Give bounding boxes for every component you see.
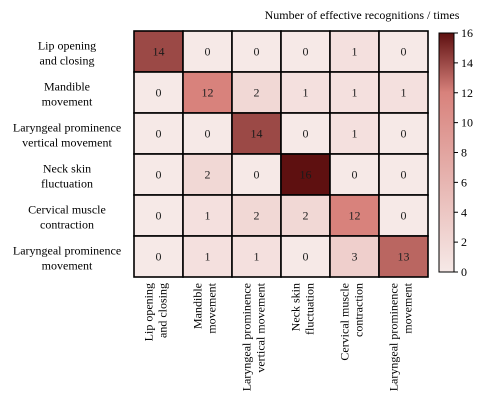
cell-value-label: 1 bbox=[254, 250, 260, 264]
cell-value-label: 0 bbox=[156, 209, 162, 223]
cell-value-label: 2 bbox=[254, 209, 260, 223]
cell-value-label: 1 bbox=[401, 86, 407, 100]
colorbar-tick-label: 2 bbox=[461, 235, 467, 249]
row-label: Neck skin fluctuation bbox=[41, 162, 93, 191]
heatmap-cell bbox=[329, 235, 380, 278]
colorbar-tick-label: 10 bbox=[461, 116, 473, 130]
column-label: Mandiblemovement bbox=[191, 282, 219, 333]
heatmap-cell bbox=[182, 71, 233, 114]
heatmap-cell bbox=[133, 235, 184, 278]
cell-value-label: 0 bbox=[352, 168, 358, 182]
cell-value-label: 14 bbox=[153, 45, 165, 59]
cell-value-label: 14 bbox=[251, 127, 263, 141]
cell-value-label: 1 bbox=[205, 209, 211, 223]
heatmap-cell bbox=[231, 153, 282, 196]
cell-value-label: 16 bbox=[300, 168, 312, 182]
cell-value-label: 1 bbox=[352, 86, 358, 100]
cell-value-label: 0 bbox=[156, 168, 162, 182]
row-labels: Lip opening and closing Mandible movement La… bbox=[13, 39, 121, 273]
heatmap-cell bbox=[378, 153, 429, 196]
heatmap-cell bbox=[378, 30, 429, 73]
colorbar-gradient bbox=[438, 32, 455, 273]
chart-title: Number of effective recognitions / times bbox=[265, 8, 460, 22]
cell-value-label: 0 bbox=[401, 168, 407, 182]
heatmap-cell bbox=[133, 30, 184, 73]
cell-value-label: 13 bbox=[398, 250, 410, 264]
cell-value-label: 0 bbox=[401, 45, 407, 59]
colorbar-tick-label: 8 bbox=[461, 146, 467, 160]
cell-value-label: 1 bbox=[303, 86, 309, 100]
cell-value-label: 12 bbox=[202, 86, 214, 100]
cell-value-label: 0 bbox=[254, 45, 260, 59]
heatmap-cell bbox=[329, 153, 380, 196]
colorbar-tick-label: 16 bbox=[461, 26, 473, 40]
heatmap-cell bbox=[280, 71, 331, 114]
cell-value-label: 0 bbox=[303, 250, 309, 264]
heatmap-cell bbox=[182, 112, 233, 155]
svg-text:Mandiblemovement: Mandiblemovement bbox=[191, 282, 219, 333]
colorbar-tick-label: 12 bbox=[461, 86, 473, 100]
colorbar-tick-label: 6 bbox=[461, 175, 467, 189]
svg-text:Laryngeal prominencemovement: Laryngeal prominencemovement bbox=[387, 282, 415, 391]
colorbar-tick-label: 0 bbox=[461, 265, 467, 279]
colorbar-tick-label: 14 bbox=[461, 56, 473, 70]
column-label: Lip openingand closing bbox=[142, 283, 170, 341]
cell-value-label: 2 bbox=[205, 168, 211, 182]
heatmap-cell bbox=[231, 194, 282, 237]
heatmap-cells: 14 0 0 0 1 00 12 2 1 1 10 0 14 0 1 00 2 0 16 0 00 1 2 2 12 00 1 1 0 3… bbox=[133, 30, 429, 278]
column-label: Neck skinfluctuation bbox=[289, 283, 317, 335]
heatmap-cell bbox=[378, 112, 429, 155]
cell-value-label: 0 bbox=[205, 127, 211, 141]
cell-value-label: 0 bbox=[303, 45, 309, 59]
svg-text:Laryngeal prominencevertical m: Laryngeal prominencevertical movement bbox=[240, 282, 268, 391]
cell-value-label: 0 bbox=[401, 209, 407, 223]
column-label: Laryngeal prominencemovement bbox=[387, 282, 415, 391]
heatmap-cell bbox=[182, 153, 233, 196]
heatmap-cell bbox=[378, 194, 429, 237]
heatmap-cell bbox=[378, 71, 429, 114]
cell-value-label: 0 bbox=[401, 127, 407, 141]
cell-value-label: 3 bbox=[352, 250, 358, 264]
cell-value-label: 0 bbox=[303, 127, 309, 141]
column-label: Laryngeal prominencevertical movement bbox=[240, 282, 268, 391]
cell-value-label: 2 bbox=[303, 209, 309, 223]
heatmap-cell bbox=[378, 235, 429, 278]
heatmap-cell bbox=[280, 153, 331, 196]
row-label: Laryngeal prominence movement bbox=[13, 244, 121, 273]
cell-value-label: 0 bbox=[156, 127, 162, 141]
cell-value-label: 0 bbox=[254, 168, 260, 182]
cell-value-label: 1 bbox=[352, 127, 358, 141]
row-label: Laryngeal prominence vertical movement bbox=[13, 121, 121, 150]
heatmap-cell bbox=[329, 194, 380, 237]
cell-value-label: 2 bbox=[254, 86, 260, 100]
svg-text:Neck skinfluctuation: Neck skinfluctuation bbox=[289, 283, 317, 335]
column-label: Cervical musclecontraction bbox=[338, 283, 366, 361]
row-label: Lip opening and closing bbox=[38, 39, 96, 68]
row-label: Mandible movement bbox=[42, 80, 93, 109]
cell-value-label: 12 bbox=[349, 209, 361, 223]
heatmap-cell bbox=[329, 112, 380, 155]
heatmap-cell bbox=[280, 235, 331, 278]
column-labels: Lip openingand closing Mandiblemovement La… bbox=[142, 282, 415, 391]
cell-value-label: 1 bbox=[205, 250, 211, 264]
cell-value-label: 1 bbox=[352, 45, 358, 59]
colorbar-tick-label: 4 bbox=[461, 205, 467, 219]
cell-value-label: 0 bbox=[156, 86, 162, 100]
row-label: Cervical muscle contraction bbox=[28, 203, 106, 232]
svg-text:Lip openingand closing: Lip openingand closing bbox=[142, 283, 170, 341]
cell-value-label: 0 bbox=[156, 250, 162, 264]
colorbar: 0 2 4 6 8 10 12 14 16 bbox=[438, 26, 473, 279]
svg-text:Cervical musclecontraction: Cervical musclecontraction bbox=[338, 283, 366, 361]
cell-value-label: 0 bbox=[205, 45, 211, 59]
heatmap-cell bbox=[133, 153, 184, 196]
heatmap-cell bbox=[280, 112, 331, 155]
